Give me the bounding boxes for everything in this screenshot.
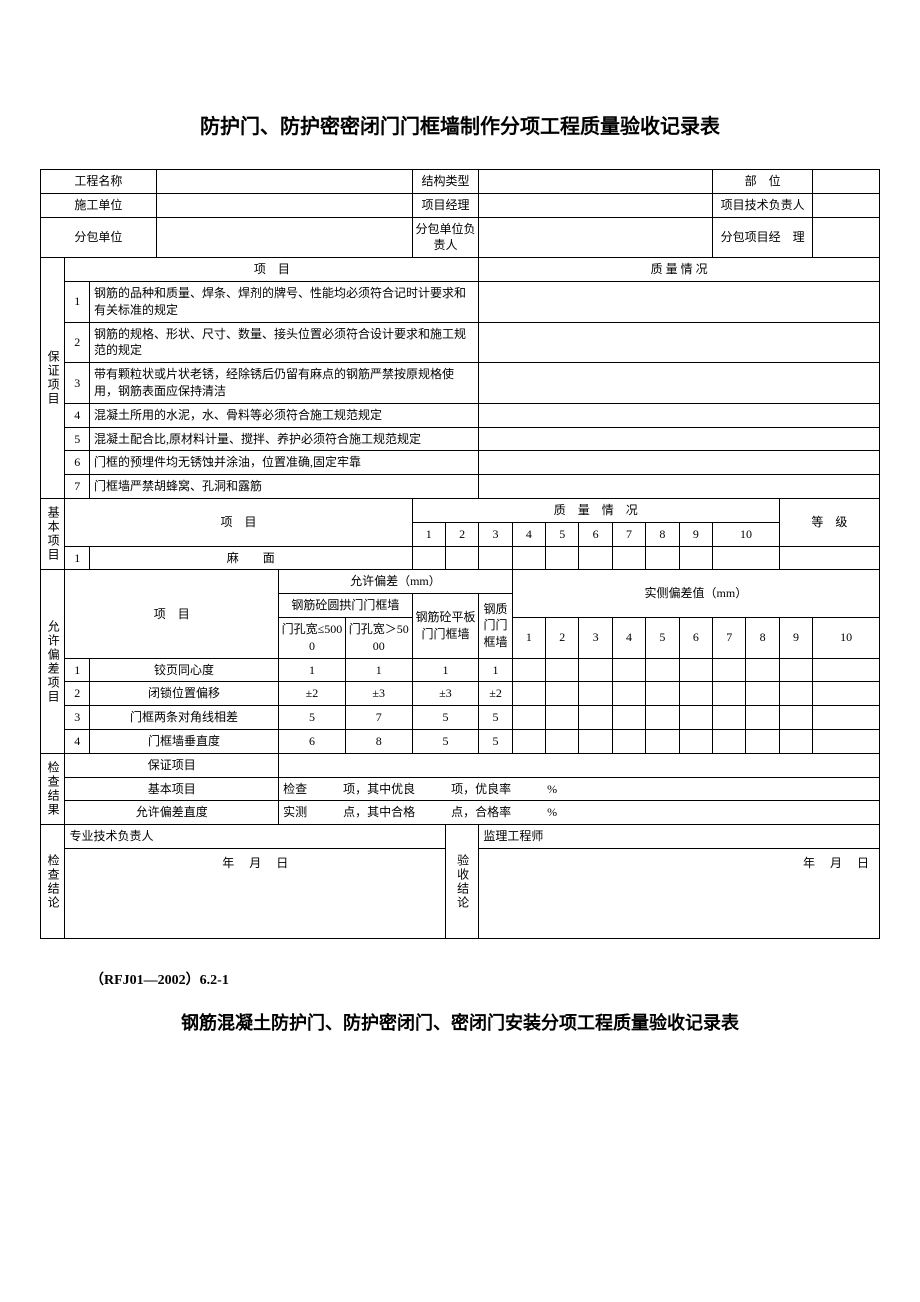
standard-code: （RFJ01―2002）6.2-1: [90, 969, 880, 989]
header-row: 分包单位 分包单位负责人 分包项目经 理: [41, 217, 880, 258]
label: 项目经理: [412, 193, 479, 217]
guarantee-row: 6门框的预埋件均无锈蚀并涂油，位置准确,固定牢靠: [41, 451, 880, 475]
conclusion-side: 检查结论: [41, 825, 65, 939]
guarantee-row: 4混凝土所用的水泥，水、骨料等必须符合施工规范规定: [41, 403, 880, 427]
deviation-row: 1铰页同心度 11 11: [41, 658, 880, 682]
label: 项目技术负责人: [713, 193, 813, 217]
label: 分包单位: [41, 217, 157, 258]
basic-side: 基本项目: [41, 498, 65, 569]
deviation-row: 4门框墙垂直度 68 55: [41, 729, 880, 753]
value: [156, 170, 412, 194]
deviation-row: 3门框两条对角线相差 57 55: [41, 706, 880, 730]
check-side: 检查结果: [41, 753, 65, 824]
col-header: 质 量 情 况: [479, 258, 880, 282]
page-title: 防护门、防护密密闭门门框墙制作分项工程质量验收记录表: [40, 110, 880, 139]
guarantee-row: 7门框墙严禁胡蜂窝、孔洞和露筋: [41, 475, 880, 499]
guarantee-row: 1钢筋的品种和质量、焊条、焊剂的牌号、性能均必须符合记时计要求和有关标准的规定: [41, 281, 880, 322]
col-header: 项 目: [65, 570, 279, 658]
header-row: 工程名称 结构类型 部 位: [41, 170, 880, 194]
main-table: 工程名称 结构类型 部 位 施工单位 项目经理 项目技术负责人 分包单位 分包单…: [40, 169, 880, 939]
header-row: 施工单位 项目经理 项目技术负责人: [41, 193, 880, 217]
value: [156, 217, 412, 258]
guarantee-row: 3带有颗粒状或片状老锈，经除锈后仍留有麻点的钢筋严禁按原规格使用，钢筋表面应保持…: [41, 363, 880, 404]
label: 分包项目经 理: [713, 217, 813, 258]
label: 工程名称: [41, 170, 157, 194]
page-title-2: 钢筋混凝土防护门、防护密闭门、密闭门安装分项工程质量验收记录表: [40, 1009, 880, 1035]
basic-row: 1 麻 面: [41, 546, 880, 570]
col-header: 等 级: [779, 498, 879, 546]
deviation-row: 2闭锁位置偏移 ±2±3 ±3±2: [41, 682, 880, 706]
col-header: 项 目: [65, 258, 479, 282]
guarantee-row: 2钢筋的规格、形状、尺寸、数量、接头位置必须符合设计要求和施工规范的规定: [41, 322, 880, 363]
value: [156, 193, 412, 217]
value: [479, 170, 713, 194]
guarantee-row: 5混凝土配合比,原材料计量、搅拌、养护必须符合施工规范规定: [41, 427, 880, 451]
value: [813, 193, 880, 217]
col-header: 允许偏差（mm）: [279, 570, 513, 594]
value: [813, 217, 880, 258]
guarantee-side: 保证项目: [41, 258, 65, 499]
deviation-side: 允许偏差项目: [41, 570, 65, 753]
label: 部 位: [713, 170, 813, 194]
value: [479, 193, 713, 217]
value: [479, 217, 713, 258]
col-header: 项 目: [65, 498, 412, 546]
label: 结构类型: [412, 170, 479, 194]
col-header: 质 量 情 况: [412, 498, 779, 522]
col-header: 实侧偏差值（mm）: [512, 570, 879, 618]
label: 分包单位负责人: [412, 217, 479, 258]
label: 施工单位: [41, 193, 157, 217]
value: [813, 170, 880, 194]
